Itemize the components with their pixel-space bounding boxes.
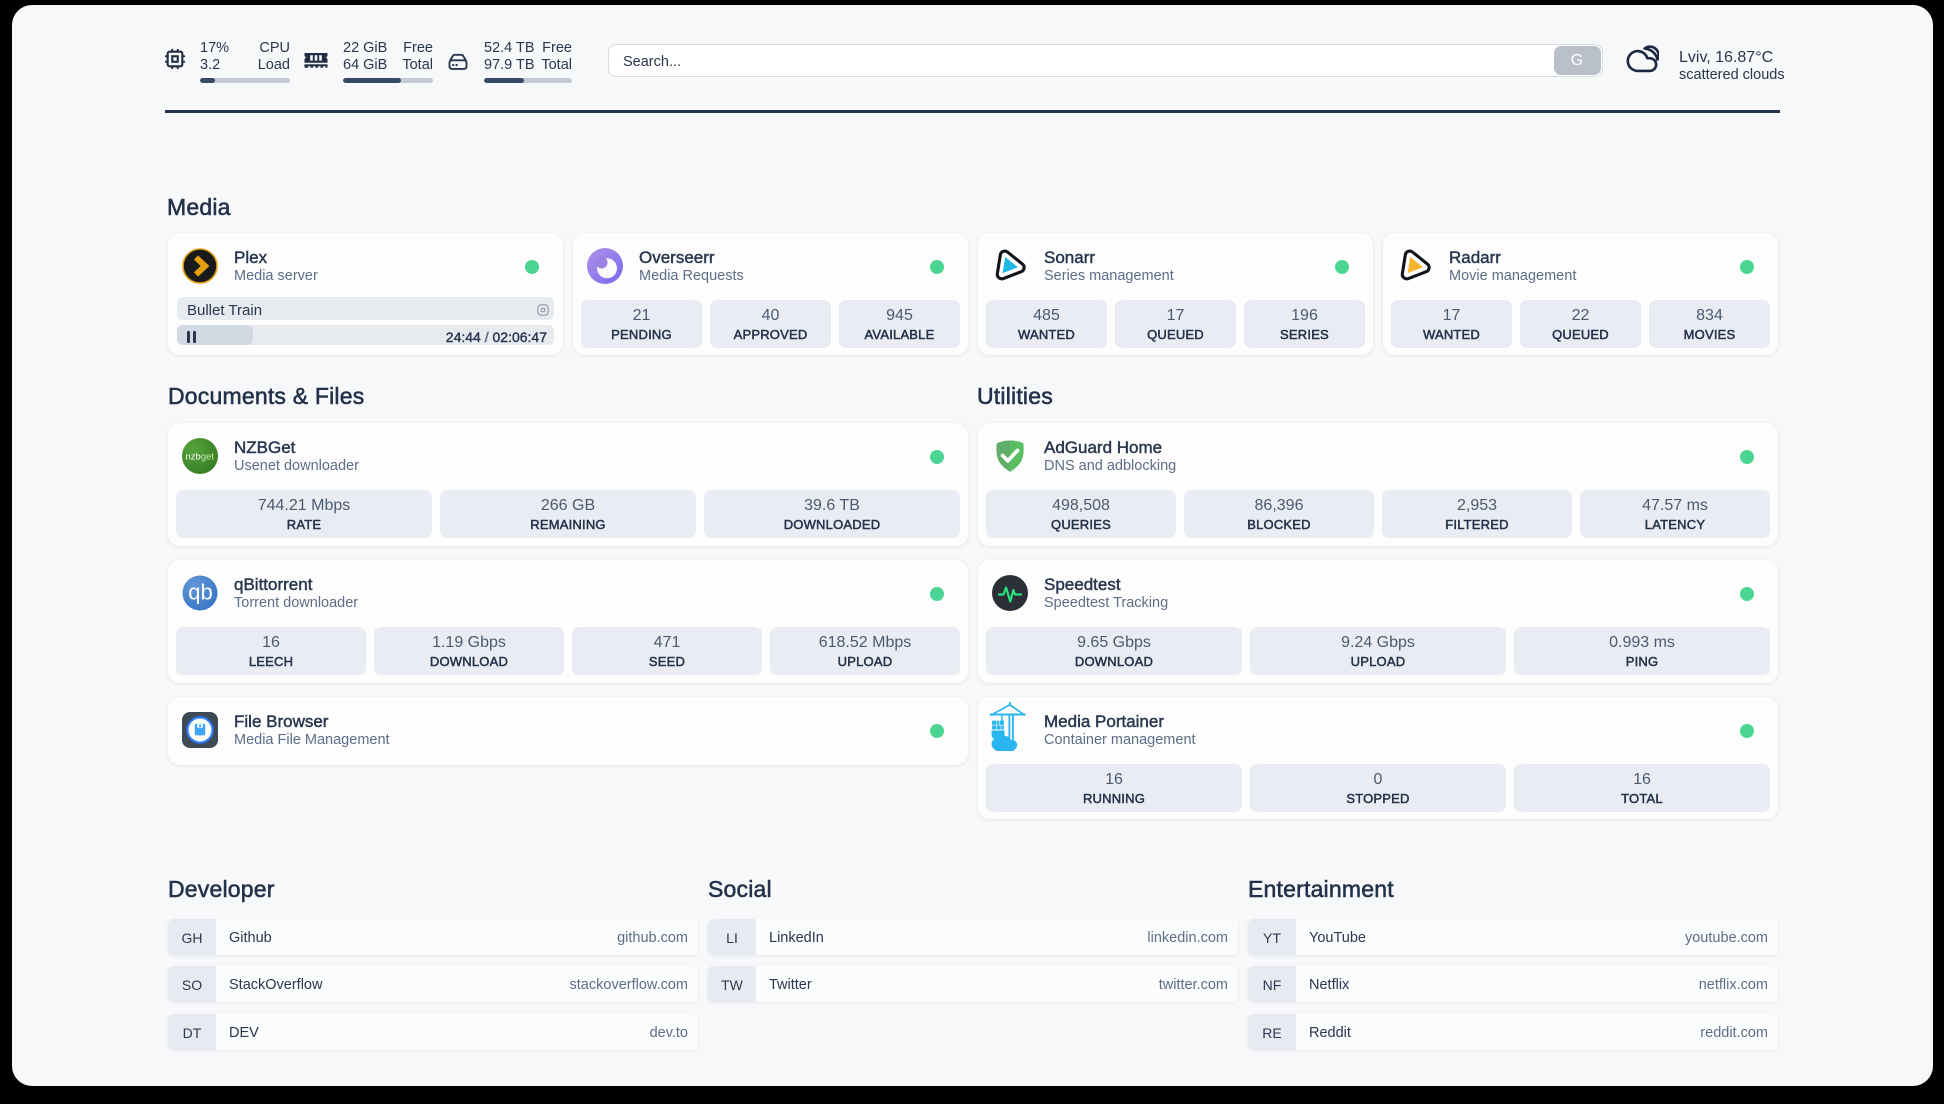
- svg-text:nzbget: nzbget: [186, 452, 215, 463]
- svg-text:qb: qb: [188, 580, 212, 605]
